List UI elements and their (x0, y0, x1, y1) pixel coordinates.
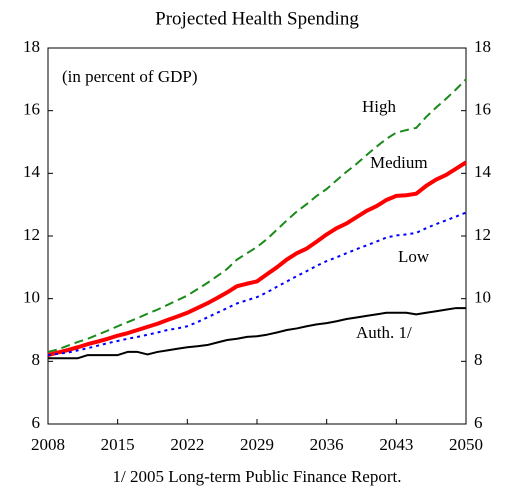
y2-tick-label: 14 (474, 162, 492, 181)
y2-tick-label: 18 (474, 37, 491, 56)
y-tick-label: 6 (32, 413, 41, 432)
x-tick-label: 2036 (310, 435, 344, 454)
annotation: (in percent of GDP) (62, 67, 198, 86)
series-label: Low (398, 247, 430, 266)
y2-tick-label: 16 (474, 100, 491, 119)
y-tick-label: 10 (23, 288, 40, 307)
y-tick-label: 14 (23, 162, 41, 181)
series-line (47, 211, 467, 357)
series-label: Medium (370, 153, 428, 172)
y-tick-label: 8 (32, 350, 41, 369)
plot-frame (47, 47, 467, 425)
y-tick-label: 12 (23, 225, 40, 244)
chart-title: Projected Health Spending (155, 8, 359, 29)
series-line (47, 78, 467, 353)
y-tick-label: 16 (23, 100, 40, 119)
series-line (48, 307, 466, 360)
y2-tick-label: 6 (474, 413, 483, 432)
x-tick-label: 2050 (449, 435, 483, 454)
series-line (47, 160, 468, 358)
series-label: High (362, 97, 397, 116)
y-tick-label: 18 (23, 37, 40, 56)
x-tick-label: 2043 (379, 435, 413, 454)
x-tick-label: 2008 (31, 435, 65, 454)
footnote: 1/ 2005 Long-term Public Finance Report. (113, 467, 402, 486)
y2-tick-label: 10 (474, 288, 491, 307)
y2-tick-label: 8 (474, 350, 483, 369)
y2-tick-label: 12 (474, 225, 491, 244)
x-tick-label: 2022 (170, 435, 204, 454)
x-tick-label: 2015 (101, 435, 135, 454)
x-tick-label: 2029 (240, 435, 274, 454)
series-label: Auth. 1/ (356, 323, 412, 342)
